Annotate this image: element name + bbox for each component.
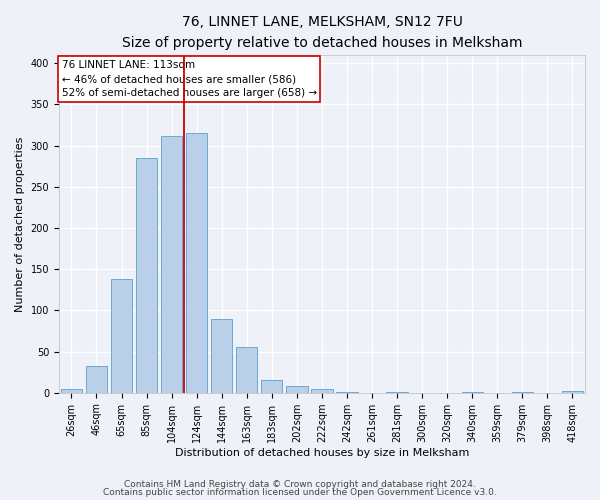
Bar [286, 386, 308, 392]
Bar [136, 158, 157, 392]
Bar [111, 279, 132, 392]
Bar [161, 136, 182, 392]
Bar [236, 348, 257, 393]
X-axis label: Distribution of detached houses by size in Melksham: Distribution of detached houses by size … [175, 448, 469, 458]
Bar [211, 318, 232, 392]
Bar [562, 391, 583, 392]
Bar [61, 388, 82, 392]
Bar [86, 366, 107, 392]
Text: Contains HM Land Registry data © Crown copyright and database right 2024.: Contains HM Land Registry data © Crown c… [124, 480, 476, 489]
Title: 76, LINNET LANE, MELKSHAM, SN12 7FU
Size of property relative to detached houses: 76, LINNET LANE, MELKSHAM, SN12 7FU Size… [122, 15, 522, 50]
Text: Contains public sector information licensed under the Open Government Licence v3: Contains public sector information licen… [103, 488, 497, 497]
Y-axis label: Number of detached properties: Number of detached properties [15, 136, 25, 312]
Bar [311, 390, 332, 392]
Bar [186, 133, 208, 392]
Text: 76 LINNET LANE: 113sqm
← 46% of detached houses are smaller (586)
52% of semi-de: 76 LINNET LANE: 113sqm ← 46% of detached… [62, 60, 317, 98]
Bar [261, 380, 283, 392]
